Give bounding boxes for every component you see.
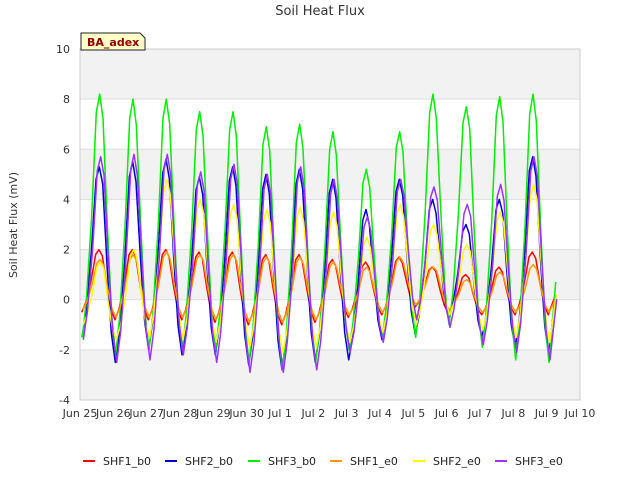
legend-label: SHF2_e0 — [433, 455, 481, 468]
legend: SHF1_b0 SHF2_b0 SHF3_b0 SHF1_e0 SHF2_e0 SHF3_… — [83, 455, 563, 468]
legend-label: SHF2_b0 — [185, 455, 233, 468]
x-tick-label: Jun 25 — [62, 407, 98, 420]
x-tick-label: Jun 30 — [228, 407, 264, 420]
legend-item-SHF2_b0: SHF2_b0 — [165, 455, 233, 468]
y-tick-label: 4 — [63, 193, 70, 206]
y-tick-label: 2 — [63, 244, 70, 257]
x-tick-label: Jun 28 — [162, 407, 198, 420]
plot-band — [80, 349, 580, 400]
y-tick-label: -4 — [59, 394, 70, 407]
x-tick-label: Jul 3 — [334, 407, 359, 420]
x-tick-label: Jul 8 — [500, 407, 525, 420]
legend-item-SHF1_e0: SHF1_e0 — [330, 455, 398, 468]
badge-box — [80, 32, 146, 51]
x-tick-label: Jul 9 — [534, 407, 559, 420]
series-line-SHF1_e0 — [82, 251, 557, 324]
y-tick-label: 8 — [63, 93, 70, 106]
x-tick-label: Jun 27 — [128, 407, 164, 420]
x-tick-label: Jun 29 — [195, 407, 231, 420]
legend-label: SHF3_e0 — [515, 455, 563, 468]
chart-title: Soil Heat Flux — [275, 4, 365, 19]
legend-item-SHF3_e0: SHF3_e0 — [495, 455, 563, 468]
plot-band — [80, 49, 580, 100]
y-tick-label: 0 — [63, 294, 70, 307]
x-tick-label: Jun 26 — [95, 407, 131, 420]
x-tick-label: Jul 6 — [434, 407, 459, 420]
x-tick-label: Jul 4 — [367, 407, 392, 420]
badge: BA_adex — [80, 32, 146, 51]
y-tick-label: 6 — [63, 143, 70, 156]
y-axis-ticks: -4 -2 0 2 4 6 8 10 — [56, 43, 70, 407]
x-tick-label: Jul 2 — [300, 407, 325, 420]
legend-label: SHF1_e0 — [350, 455, 398, 468]
y-axis-label: Soil Heat Flux (mV) — [7, 172, 20, 278]
x-tick-label: Jul 7 — [467, 407, 492, 420]
legend-item-SHF3_b0: SHF3_b0 — [248, 455, 316, 468]
y-tick-label: 10 — [56, 43, 70, 56]
legend-label: SHF1_b0 — [103, 455, 151, 468]
data-series — [81, 93, 558, 374]
series-line-SHF3_e0 — [82, 153, 558, 374]
legend-label: SHF3_b0 — [268, 455, 316, 468]
plot-frame — [79, 48, 581, 401]
legend-item-SHF2_e0: SHF2_e0 — [413, 455, 481, 468]
series-line-SHF3_b0 — [81, 93, 557, 371]
x-tick-label: Jul 10 — [564, 407, 596, 420]
y-tick-label: -2 — [59, 344, 70, 357]
badge-label: BA_adex — [87, 36, 139, 49]
x-tick-label: Jul 5 — [400, 407, 425, 420]
legend-item-SHF1_b0: SHF1_b0 — [83, 455, 151, 468]
x-tick-label: Jul 1 — [267, 407, 292, 420]
